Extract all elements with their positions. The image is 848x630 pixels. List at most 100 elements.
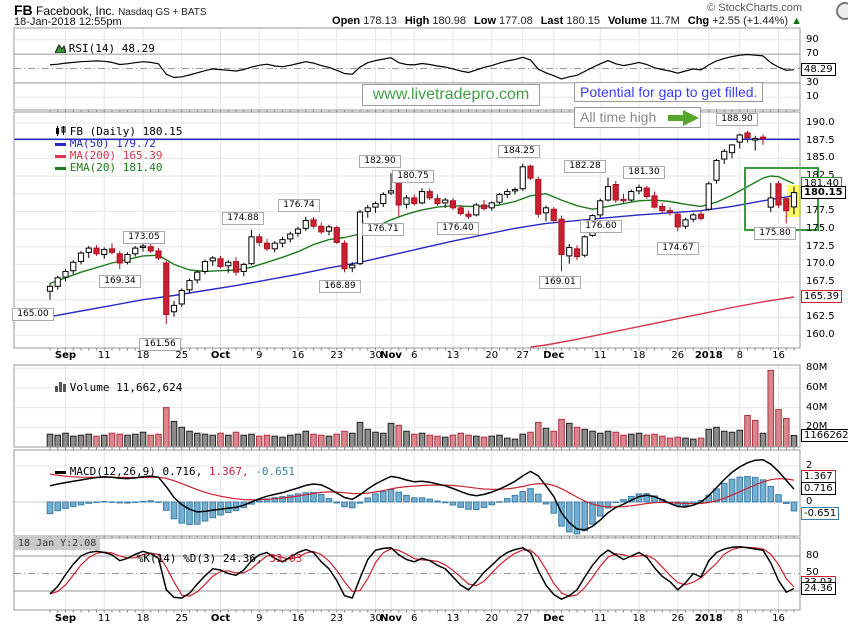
- volume-legend: Volume 11,662,624: [15, 368, 182, 408]
- y-axis-label: 40M: [806, 402, 828, 413]
- price-annotation-label: 176.71: [362, 223, 404, 236]
- y-axis-label: 172.5: [806, 241, 835, 252]
- y-axis-label: 80: [806, 550, 819, 561]
- macd-swatch-icon: [54, 470, 66, 474]
- x-axis-label: 18: [136, 613, 150, 624]
- quote-label: Volume: [608, 15, 647, 27]
- quote-value: 11.7M: [646, 15, 680, 27]
- x-axis-label: 11: [593, 613, 607, 624]
- price-annotation-label: 176.40: [437, 222, 479, 235]
- x-axis-label: 8: [736, 613, 743, 624]
- y-axis-label: 182.5: [806, 170, 835, 181]
- watermark-note: www.livetradepro.com: [362, 84, 540, 106]
- x-axis-label: 25: [175, 613, 189, 624]
- y-axis-label: 177.5: [806, 205, 835, 216]
- copyright: © StockCharts.com: [707, 2, 802, 14]
- y-axis-label: 50: [806, 567, 819, 578]
- volume-bars-icon: [54, 381, 67, 395]
- quote-label: Low: [474, 15, 496, 27]
- stockcharts-logo-icon: [836, 2, 848, 20]
- quote-value: +2.55 (+1.44%): [709, 15, 789, 27]
- y-axis-value-box: 0.716: [801, 482, 836, 495]
- y-axis-value-box: -0.651: [801, 507, 840, 520]
- x-axis-label: 16: [291, 613, 305, 624]
- company-name: Facebook, Inc.: [36, 4, 115, 18]
- macd-legend: MACD(12,26,9) 0.716, 1.367, -0.651: [15, 452, 295, 491]
- price-legend-main: FB (Daily) 180.15: [15, 112, 182, 152]
- all-time-high-note: All time high: [574, 107, 701, 129]
- price-annotation-label: 176.60: [580, 220, 622, 233]
- y-axis-label: 90: [806, 34, 819, 45]
- y-axis-label: 30: [806, 77, 819, 88]
- price-legend-ma200: MA(200) 165.39: [15, 136, 162, 175]
- x-axis-label: 9: [256, 613, 263, 624]
- x-axis-label: 18: [136, 350, 150, 361]
- quote-line: Open 178.13 High 180.98 Low 177.08 Last 180…: [324, 15, 802, 27]
- x-axis-label: 27: [516, 613, 530, 624]
- x-axis-label: 8: [736, 350, 743, 361]
- quote-label: Last: [540, 15, 564, 27]
- x-axis-label: 18: [632, 350, 646, 361]
- y-axis-label: 2: [806, 460, 813, 471]
- quote-value: 178.13: [360, 15, 397, 27]
- y-axis-label: 167.5: [806, 276, 835, 287]
- gap-fill-note: Potential for gap to get filled.: [574, 82, 764, 102]
- x-axis-label: 30: [369, 350, 382, 361]
- x-axis-label: 16: [772, 350, 785, 361]
- ma50-swatch-icon: [54, 142, 66, 146]
- x-axis-label: 20: [485, 350, 499, 361]
- x-axis-label: 2018: [694, 350, 723, 361]
- y-axis-label: 162.5: [806, 311, 835, 322]
- x-axis-label: Nov: [380, 613, 402, 624]
- x-axis-label: 26: [671, 350, 685, 361]
- price-legend-ma50: MA(50) 179.72: [15, 124, 156, 163]
- price-annotation-label: 180.75: [392, 170, 434, 183]
- x-axis-label: Nov: [380, 350, 402, 361]
- y-axis-label: 0: [806, 496, 813, 507]
- y-axis-label: 70: [806, 48, 819, 59]
- stoch-legend: %K(14) %D(3) 24.36, 33.03: [136, 552, 303, 565]
- x-axis-label: Sep: [54, 613, 77, 624]
- x-axis-label: 27: [516, 350, 530, 361]
- y-axis-label: 170.0: [806, 258, 835, 269]
- x-axis-label: 23: [330, 613, 344, 624]
- y-axis-label: 20M: [806, 421, 828, 432]
- y-axis-value-box: 180.15: [801, 186, 846, 199]
- x-axis-label: Dec: [543, 350, 565, 361]
- price-annotation-label: 174.67: [657, 242, 699, 255]
- x-axis-label: 26: [671, 613, 685, 624]
- chart-title: FB Facebook, Inc. Nasdaq GS + BATS: [14, 2, 207, 18]
- price-annotation-label: 161.56: [139, 338, 181, 351]
- x-axis-label: 11: [97, 350, 111, 361]
- candlestick-icon: [55, 125, 67, 139]
- x-axis-label: 2018: [694, 613, 723, 624]
- price-annotation-label: 173.05: [123, 231, 165, 244]
- price-annotation-label: 168.89: [319, 280, 361, 293]
- y-axis-label: 190.0: [806, 117, 835, 128]
- x-axis-label: 13: [446, 613, 460, 624]
- x-axis-label: Dec: [543, 613, 565, 624]
- price-annotation-label: 175.80: [754, 227, 796, 240]
- price-annotation-label: 182.28: [564, 160, 606, 173]
- x-axis-label: 11: [593, 350, 607, 361]
- up-arrow-icon: ▲: [788, 15, 802, 27]
- y-axis-label: 10: [806, 91, 819, 102]
- quote-value: 177.08: [496, 15, 533, 27]
- x-axis-label: Sep: [54, 350, 77, 361]
- x-axis-label: 9: [256, 350, 263, 361]
- x-axis-label: 18: [632, 613, 646, 624]
- rsi-legend: RSI(14) 48.29: [15, 29, 155, 69]
- ma200-swatch-icon: [54, 154, 66, 158]
- x-axis-label: 16: [772, 613, 785, 624]
- x-axis-label: 11: [97, 613, 111, 624]
- y-axis-value-box: 24.36: [801, 582, 836, 595]
- x-axis-label: 20: [485, 613, 499, 624]
- quote-value: 180.98: [429, 15, 466, 27]
- ticker-symbol: FB: [14, 2, 33, 18]
- right-arrow-icon: [668, 110, 700, 127]
- price-legend-ema20: EMA(20) 181.40: [15, 148, 162, 187]
- price-annotation-label: 169.01: [539, 276, 581, 289]
- price-annotation-label: 169.34: [99, 275, 141, 288]
- y-axis-label: 187.5: [806, 135, 835, 146]
